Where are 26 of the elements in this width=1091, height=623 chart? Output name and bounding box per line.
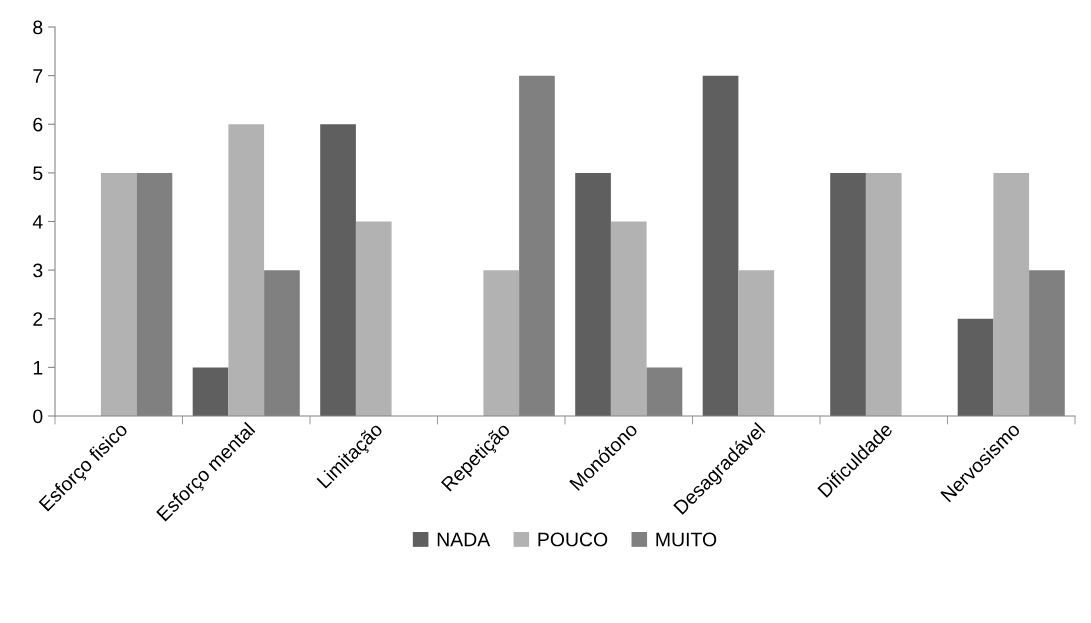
- bar: [483, 270, 520, 416]
- y-tick-label: 3: [33, 263, 43, 278]
- y-tick-label: 1: [33, 361, 43, 375]
- y-tick-label: 0: [33, 409, 43, 424]
- bar: [192, 367, 229, 416]
- legend-label: NADA: [437, 532, 491, 547]
- y-tick-label: 4: [32, 215, 43, 229]
- y-tick-label: 8: [33, 20, 43, 35]
- bar: [957, 318, 994, 416]
- bar: [610, 221, 647, 416]
- bar: [702, 75, 739, 416]
- bar: [100, 172, 137, 416]
- bar: [320, 124, 356, 416]
- bar: [830, 172, 866, 416]
- legend-label: MUITO: [656, 532, 717, 547]
- bar: [228, 124, 265, 416]
- bar: [993, 172, 1030, 416]
- y-tick-label: 5: [33, 166, 43, 181]
- bar: [738, 270, 775, 416]
- bar: [575, 172, 611, 416]
- y-tick-label: 2: [33, 312, 43, 326]
- y-tick-label: 7: [33, 69, 43, 83]
- y-tick-label: 6: [33, 117, 43, 132]
- bar: [865, 172, 902, 416]
- bar: [355, 221, 392, 416]
- legend-label: POUCO: [538, 532, 608, 547]
